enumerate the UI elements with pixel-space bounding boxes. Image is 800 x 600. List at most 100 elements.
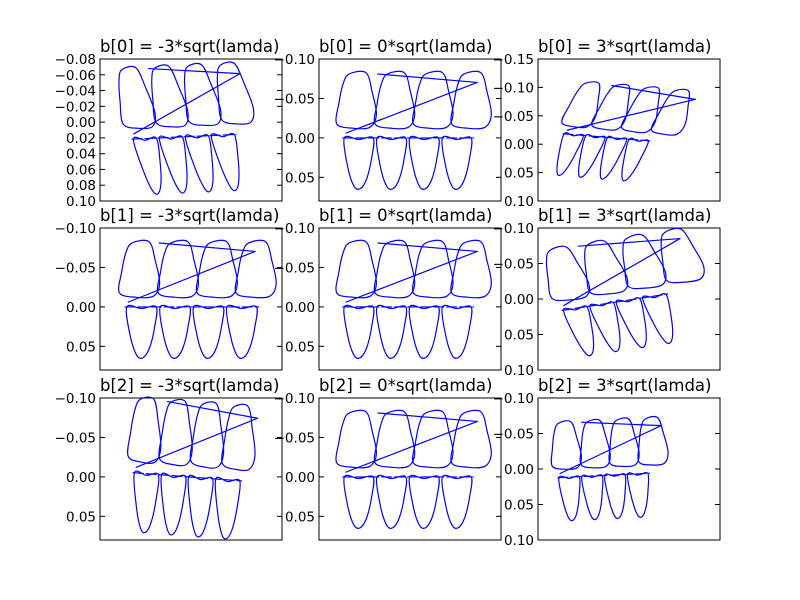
axes-frame: [537, 227, 721, 371]
lower-tooth-outline: [192, 304, 225, 359]
axes-frame: [318, 397, 502, 541]
lower-tooth-outline: [343, 474, 375, 529]
upper-tooth-outline: [156, 239, 200, 299]
top-connector-line: [377, 412, 478, 423]
subplot-2-1: b[2] = 0*sqrt(lamda)−0.10 −0.05 0.00 0.05: [274, 376, 502, 541]
y-tick-label: 0.08: [66, 178, 96, 194]
subplot-title: b[1] = 0*sqrt(lamda): [319, 206, 492, 225]
lower-tooth-outline: [441, 474, 473, 529]
lower-tooth-outline: [581, 474, 604, 521]
y-tick-label: −0.05: [55, 430, 96, 446]
upper-tooth-outline: [234, 239, 277, 299]
upper-tooth-outline: [660, 227, 705, 284]
axes-frame: [318, 58, 502, 202]
subplot-title: b[1] = 3*sqrt(lamda): [538, 206, 711, 225]
y-tick-label: −0.05: [493, 257, 534, 273]
subplot-0-0: b[0] = -3*sqrt(lamda)−0.08−0.06−0.04−0.0…: [55, 37, 283, 210]
upper-tooth-outline: [622, 233, 667, 290]
upper-tooth-outline: [545, 245, 591, 302]
y-tick-label: −0.10: [274, 221, 315, 237]
upper-tooth-outline: [373, 239, 416, 299]
upper-tooth-outline: [118, 239, 161, 299]
gum-line: [131, 133, 237, 140]
lower-tooth-outline: [158, 135, 188, 194]
subplot-1-2: b[1] = 3*sqrt(lamda)−0.10 −0.05 0.00 0.05 0.…: [493, 206, 721, 379]
lower-tooth-outline: [441, 135, 473, 190]
y-tick-label: 0.00: [285, 300, 315, 316]
lower-tooth-outline: [160, 472, 187, 536]
upper-tooth-outline: [411, 409, 454, 469]
connector-line: [133, 73, 241, 135]
y-tick-label: 0.00: [285, 131, 315, 147]
lower-tooth-outline: [125, 304, 158, 359]
lower-tooth-outline: [210, 132, 240, 192]
y-tick-label: 0.02: [66, 131, 96, 147]
upper-tooth-outline: [151, 64, 189, 128]
subplot-title: b[0] = 0*sqrt(lamda): [319, 37, 492, 56]
subplot-1-1: b[1] = 0*sqrt(lamda)−0.10 −0.05 0.00 0.05: [274, 206, 502, 371]
upper-tooth-outline: [335, 239, 378, 299]
y-tick-label: −0.10: [55, 221, 96, 237]
y-tick-label: −0.10: [493, 221, 534, 237]
axes-frame: [318, 227, 502, 371]
upper-tooth-outline: [183, 62, 222, 127]
y-tick-label: −0.05: [493, 427, 534, 443]
upper-tooth-outline: [450, 409, 492, 469]
lower-tooth-outline: [187, 474, 214, 538]
y-tick-label: 0.00: [66, 300, 96, 316]
subplot-title: b[2] = 0*sqrt(lamda): [319, 376, 492, 395]
y-tick-label: 0.05: [66, 509, 96, 525]
y-tick-label: −0.02: [55, 99, 96, 115]
y-tick-label: −0.10: [493, 391, 534, 407]
top-connector-line: [377, 242, 478, 253]
subplot-title: b[2] = -3*sqrt(lamda): [100, 376, 279, 395]
lower-tooth-outline: [408, 304, 440, 359]
subplot-title: b[2] = 3*sqrt(lamda): [538, 376, 711, 395]
top-connector-line: [577, 237, 681, 247]
upper-tooth-outline: [373, 409, 416, 469]
y-tick-label: 0.00: [66, 470, 96, 486]
y-tick-label: 0.05: [504, 498, 534, 514]
upper-tooth-outline: [335, 70, 378, 130]
subplot-2-0: b[2] = -3*sqrt(lamda)−0.10 −0.05 0.00 0.05: [55, 376, 283, 541]
upper-tooth-outline: [550, 420, 583, 470]
y-tick-label: 0.05: [285, 339, 315, 355]
connector-line: [135, 417, 259, 468]
gum-line: [562, 133, 651, 142]
top-connector-line: [611, 84, 697, 100]
subplot-title: b[1] = -3*sqrt(lamda): [100, 206, 279, 225]
upper-tooth-outline: [608, 417, 640, 468]
upper-tooth-outline: [584, 239, 629, 296]
top-connector-line: [158, 242, 256, 253]
upper-tooth-outline: [158, 398, 193, 467]
y-tick-label: 0.05: [285, 509, 315, 525]
subplot-0-1: b[0] = 0*sqrt(lamda)−0.10 −0.05 0.00 0.05: [274, 37, 502, 202]
lower-tooth-outline: [225, 304, 258, 359]
lower-tooth-outline: [408, 135, 440, 190]
lower-tooth-outline: [375, 135, 408, 190]
y-tick-label: 0.05: [504, 166, 534, 182]
y-tick-label: −0.05: [55, 260, 96, 276]
y-tick-label: 0.05: [285, 170, 315, 186]
gum-line: [557, 472, 651, 479]
y-tick-label: −0.10: [274, 391, 315, 407]
y-tick-label: −0.05: [493, 109, 534, 125]
y-tick-label: −0.06: [55, 68, 96, 84]
connector-line: [559, 425, 662, 475]
lower-tooth-outline: [133, 470, 160, 534]
lower-tooth-outline: [184, 134, 214, 193]
lower-tooth-outline: [375, 474, 408, 529]
top-connector-line: [166, 400, 259, 419]
y-tick-label: −0.10: [493, 80, 534, 96]
y-tick-label: −0.05: [274, 430, 315, 446]
y-tick-label: 0.10: [504, 533, 534, 549]
upper-tooth-outline: [335, 409, 378, 469]
subplot-1-0: b[1] = -3*sqrt(lamda)−0.10 −0.05 0.00 0.05: [55, 206, 283, 371]
y-tick-label: −0.08: [55, 52, 96, 68]
gum-line: [561, 293, 669, 311]
y-tick-label: 0.00: [66, 115, 96, 131]
lower-tooth-outline: [441, 304, 473, 359]
lower-tooth-outline: [159, 304, 192, 359]
upper-tooth-outline: [450, 239, 492, 299]
